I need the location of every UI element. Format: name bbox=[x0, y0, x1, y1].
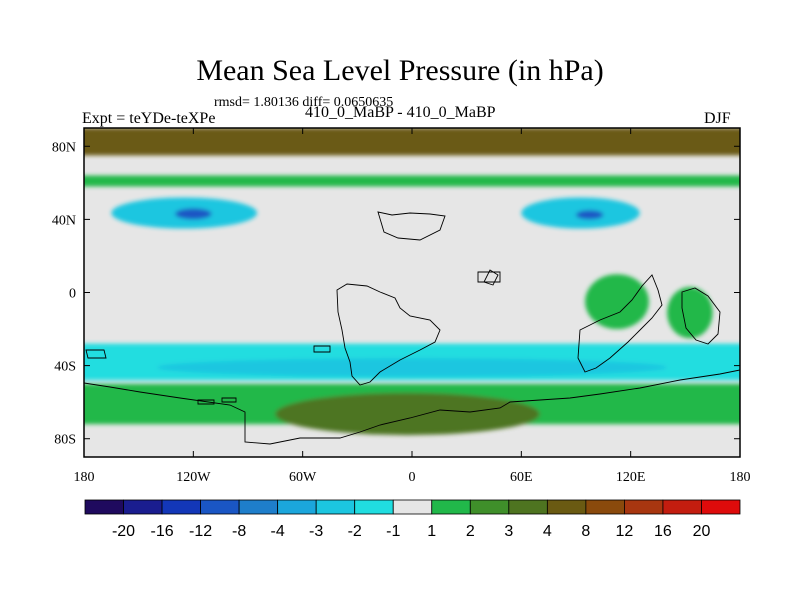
coastline-pacific-islands bbox=[85, 271, 501, 405]
comparison-label: 410_0_MaBP - 410_0_MaBP bbox=[305, 104, 496, 121]
x-tick-label: 180 bbox=[74, 470, 95, 485]
colorbar-label: -3 bbox=[309, 523, 323, 540]
colorbar-label: 3 bbox=[504, 523, 513, 540]
colorbar-swatch bbox=[392, 499, 433, 515]
field-region-antarctic-brown bbox=[275, 393, 540, 436]
colorbar-label: -20 bbox=[112, 523, 135, 540]
x-tick-label: 0 bbox=[409, 470, 416, 485]
x-tick-label: 60W bbox=[289, 470, 317, 485]
colorbar-swatch bbox=[508, 499, 548, 515]
y-tick-label: 80N bbox=[52, 140, 76, 155]
chart-title: Mean Sea Level Pressure (in hPa) bbox=[196, 54, 604, 87]
colorbar-swatch bbox=[546, 499, 587, 515]
colorbar-swatch bbox=[469, 499, 510, 515]
coastline-north-america bbox=[377, 211, 446, 241]
y-axis: 80N 40N 0 40S 80S bbox=[52, 140, 740, 448]
experiment-label: Expt = teYDe-teXPe bbox=[82, 110, 216, 127]
plot-area bbox=[84, 128, 740, 457]
field-region-southern-blue-band bbox=[156, 358, 668, 377]
colorbar-label: -4 bbox=[271, 523, 285, 540]
colorbar-label: 2 bbox=[466, 523, 475, 540]
colorbar-label: -1 bbox=[386, 523, 400, 540]
field-region-north-polar-high bbox=[84, 128, 740, 156]
colorbar-swatch bbox=[123, 499, 163, 515]
x-tick-label: 120W bbox=[176, 470, 211, 485]
y-tick-label: 40N bbox=[52, 213, 76, 228]
coastline-australia bbox=[577, 274, 663, 373]
x-tick-label: 120E bbox=[616, 470, 646, 485]
colorbar-swatch bbox=[84, 499, 124, 515]
colorbar-swatch bbox=[431, 499, 471, 515]
y-tick-label: 40S bbox=[54, 360, 76, 375]
coastlines bbox=[84, 211, 740, 445]
colorbar: -20 -16 -12 -8 -4 -3 -2 -1 1 2 3 4 8 12 16 20 bbox=[84, 499, 741, 540]
colorbar-swatch bbox=[701, 499, 741, 515]
colorbar-swatch bbox=[354, 499, 394, 515]
field-region-north-pacific-low-core bbox=[175, 208, 212, 220]
colorbar-label: 4 bbox=[543, 523, 552, 540]
colorbar-swatch bbox=[238, 499, 279, 515]
coastline-new-zealand bbox=[681, 287, 721, 345]
field-region-north-atlantic-low-core bbox=[576, 210, 604, 220]
colorbar-label: -16 bbox=[150, 523, 173, 540]
colorbar-swatch bbox=[315, 499, 356, 515]
coastline-south-america bbox=[336, 283, 441, 386]
colorbar-swatch bbox=[585, 499, 625, 515]
colorbar-label: -8 bbox=[232, 523, 246, 540]
field-region-nz-green bbox=[667, 287, 713, 339]
colorbar-swatch bbox=[200, 499, 240, 515]
y-tick-label: 0 bbox=[69, 287, 76, 302]
season-label: DJF bbox=[704, 110, 731, 127]
y-tick-label: 80S bbox=[54, 433, 76, 448]
colorbar-label: -12 bbox=[189, 523, 212, 540]
colorbar-swatch bbox=[277, 499, 317, 515]
colorbar-label: 1 bbox=[427, 523, 436, 540]
colorbar-swatch bbox=[662, 499, 702, 515]
field-region-northern-green-band bbox=[84, 175, 740, 187]
colorbar-label: 20 bbox=[693, 523, 711, 540]
x-axis: 180 120W 60W 0 60E 120E 180 bbox=[74, 128, 751, 485]
colorbar-swatch bbox=[624, 499, 664, 515]
field-region-australia-green bbox=[585, 274, 649, 330]
colorbar-label: 8 bbox=[581, 523, 590, 540]
stats-line: rmsd= 1.80136 diff= 0.0650635 bbox=[214, 95, 394, 110]
colorbar-label: -2 bbox=[348, 523, 362, 540]
colorbar-label: 16 bbox=[654, 523, 672, 540]
coastline-antarctica bbox=[84, 369, 740, 445]
x-tick-label: 180 bbox=[730, 470, 751, 485]
colorbar-label: 12 bbox=[616, 523, 634, 540]
x-tick-label: 60E bbox=[510, 470, 533, 485]
colorbar-swatch bbox=[161, 499, 201, 515]
coastline-africa bbox=[483, 269, 499, 286]
